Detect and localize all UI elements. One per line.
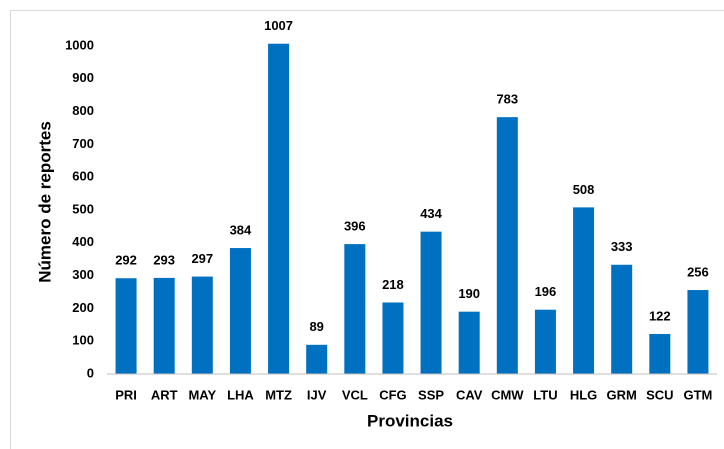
- x-tick-label: LTU: [533, 387, 557, 402]
- x-tick-label: SCU: [646, 387, 673, 402]
- bar: [344, 244, 366, 374]
- data-label: 297: [191, 251, 213, 266]
- x-tick-label: ART: [151, 387, 178, 402]
- x-tick-label: CFG: [379, 387, 406, 402]
- x-tick-label: IJV: [307, 387, 327, 402]
- y-tick-label: 500: [72, 201, 94, 216]
- x-tick-label: HLG: [570, 387, 597, 402]
- y-tick-label: 100: [72, 333, 94, 348]
- bar: [420, 231, 442, 374]
- y-tick-label: 600: [72, 169, 94, 184]
- bar: [458, 311, 480, 374]
- bar: [573, 207, 595, 374]
- bar: [382, 302, 404, 374]
- data-label: 196: [535, 284, 557, 299]
- chart-border: [10, 10, 724, 449]
- y-tick-label: 300: [72, 267, 94, 282]
- data-label: 218: [382, 277, 404, 292]
- data-label: 396: [344, 219, 366, 234]
- x-tick-label: CMW: [491, 387, 524, 402]
- y-axis-title: Número de reportes: [35, 121, 54, 283]
- data-label: 384: [230, 222, 252, 237]
- bar: [153, 277, 175, 374]
- y-tick-label: 0: [87, 365, 94, 380]
- data-label: 508: [573, 182, 595, 197]
- x-tick-label: CAV: [456, 387, 483, 402]
- x-tick-label: MAY: [188, 387, 216, 402]
- data-label: 1007: [264, 18, 293, 33]
- bar: [306, 344, 328, 374]
- y-tick-label: 400: [72, 234, 94, 249]
- data-label: 333: [611, 239, 633, 254]
- bar: [229, 248, 251, 374]
- bar: [534, 309, 556, 374]
- data-label: 89: [309, 319, 323, 334]
- bar: [649, 333, 671, 374]
- x-tick-label: GTM: [683, 387, 712, 402]
- data-label: 256: [687, 264, 709, 279]
- bar: [496, 117, 518, 375]
- x-axis-title: Provincias: [367, 411, 453, 430]
- x-tick-label: MTZ: [265, 387, 292, 402]
- bar: [115, 278, 137, 374]
- data-label: 293: [153, 252, 175, 267]
- y-tick-label: 700: [72, 136, 94, 151]
- y-tick-label: 200: [72, 300, 94, 315]
- data-label: 292: [115, 253, 137, 268]
- x-tick-label: VCL: [342, 387, 368, 402]
- data-label: 190: [458, 286, 480, 301]
- data-label: 122: [649, 308, 671, 323]
- x-tick-label: PRI: [115, 387, 137, 402]
- bar: [268, 43, 290, 374]
- x-tick-label: SSP: [418, 387, 444, 402]
- x-tick-label: LHA: [227, 387, 254, 402]
- bar: [687, 290, 709, 374]
- y-tick-label: 1000: [65, 37, 94, 52]
- data-label: 434: [420, 206, 442, 221]
- bar: [191, 276, 213, 374]
- x-tick-label: GRM: [607, 387, 637, 402]
- y-tick-label: 800: [72, 103, 94, 118]
- y-tick-label: 900: [72, 70, 94, 85]
- data-label: 783: [496, 92, 518, 107]
- bar: [611, 264, 633, 374]
